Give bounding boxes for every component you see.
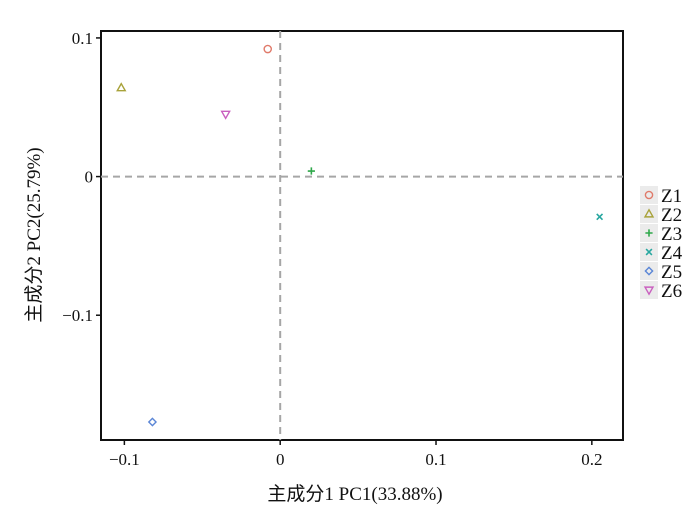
legend-label-z4: Z4 [661,243,683,264]
legend-key-bg [640,205,658,223]
x-tick-label: −0.1 [109,450,140,469]
reference-lines [101,31,623,440]
legend-key-bg [640,262,658,280]
y-tick-label: 0 [85,168,94,187]
y-tick-label: −0.1 [62,306,93,325]
x-tick-label: 0.1 [425,450,446,469]
legend-marker-z4 [645,248,653,256]
point-z1 [263,44,273,54]
legend-marker-z2 [643,208,655,218]
data-points [116,44,604,427]
legend-label-z6: Z6 [661,281,682,302]
legend-label-z5: Z5 [661,262,682,283]
y-axis-label: 主成分2 PC2(25.79%) [23,147,45,322]
point-z5 [147,417,158,427]
point-z6 [220,110,231,120]
x-tick-label: 0 [276,450,285,469]
legend-key-bg [640,186,658,204]
point-z3 [307,167,315,175]
legend-marker-z1 [644,190,654,200]
legend-label-z2: Z2 [661,205,682,226]
plot-area [100,30,624,441]
legend-label-z3: Z3 [661,224,682,245]
legend-marker-z5 [644,266,654,276]
legend-marker-z3 [645,229,653,237]
y-tick-label: 0.1 [72,29,93,48]
x-axis-ticks: −0.1 0 0.1 0.2 [109,440,602,469]
legend-marker-z6 [643,286,655,296]
point-z2 [116,82,127,92]
point-z4 [596,213,604,221]
x-tick-label: 0.2 [581,450,602,469]
y-axis-ticks: 0.1 0 −0.1 [62,29,101,325]
legend-key-bg [640,281,658,299]
legend-label-z1: Z1 [661,186,682,207]
x-axis-label: 主成分1 PC1(33.88%) [267,483,442,505]
